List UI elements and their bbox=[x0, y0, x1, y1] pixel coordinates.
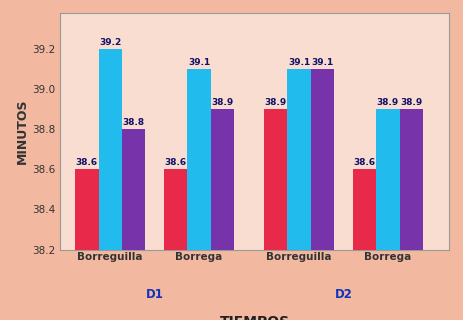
Text: 38.9: 38.9 bbox=[400, 98, 422, 107]
Text: 39.1: 39.1 bbox=[288, 58, 310, 67]
Text: 38.8: 38.8 bbox=[123, 118, 144, 127]
Bar bbox=[376, 109, 400, 250]
Text: 38.6: 38.6 bbox=[354, 158, 375, 167]
Bar bbox=[188, 69, 211, 250]
Bar bbox=[211, 109, 234, 250]
Text: 39.2: 39.2 bbox=[99, 37, 121, 46]
Text: 38.9: 38.9 bbox=[211, 98, 233, 107]
Text: 39.1: 39.1 bbox=[188, 58, 210, 67]
X-axis label: TIEMPOS: TIEMPOS bbox=[219, 315, 290, 320]
Text: 38.9: 38.9 bbox=[377, 98, 399, 107]
Text: 39.1: 39.1 bbox=[311, 58, 333, 67]
Text: D1: D1 bbox=[146, 288, 163, 301]
Bar bbox=[400, 109, 423, 250]
Text: 38.6: 38.6 bbox=[165, 158, 187, 167]
Bar bbox=[311, 69, 334, 250]
Bar bbox=[288, 69, 311, 250]
Bar bbox=[122, 129, 145, 250]
Y-axis label: MINUTOS: MINUTOS bbox=[16, 99, 29, 164]
Text: 38.6: 38.6 bbox=[76, 158, 98, 167]
Text: 38.9: 38.9 bbox=[265, 98, 287, 107]
Text: D2: D2 bbox=[335, 288, 352, 301]
Bar bbox=[75, 169, 99, 250]
Bar bbox=[99, 49, 122, 250]
Bar bbox=[164, 169, 188, 250]
Bar bbox=[353, 169, 376, 250]
Bar bbox=[264, 109, 288, 250]
